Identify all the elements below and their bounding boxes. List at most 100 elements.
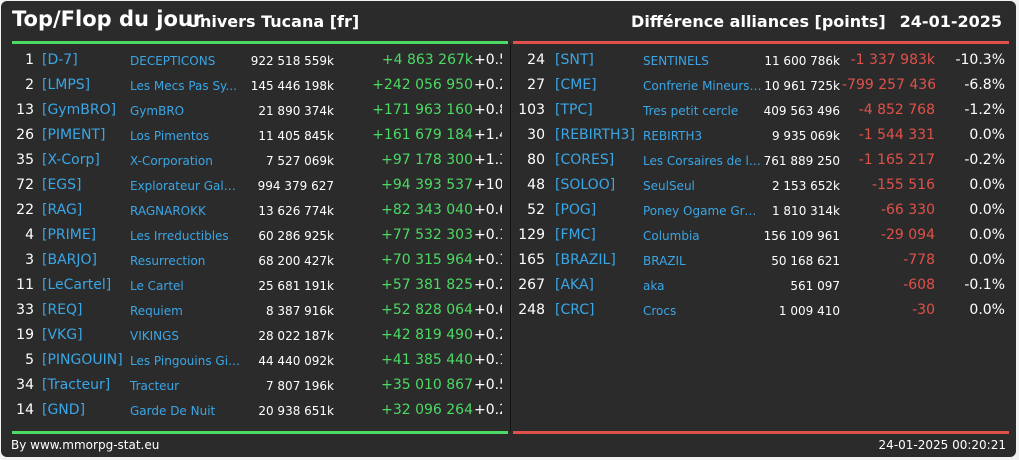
- alliance-name[interactable]: VIKINGS: [130, 329, 180, 343]
- alliance-tag[interactable]: [AKA]: [555, 277, 595, 293]
- alliance-name[interactable]: SENTINELS: [643, 54, 709, 68]
- alliance-rank: 19: [16, 327, 34, 343]
- alliance-rank: 24: [527, 52, 545, 68]
- alliance-tag[interactable]: [EGS]: [42, 177, 82, 193]
- alliance-tag[interactable]: [GND]: [42, 402, 86, 418]
- alliance-name[interactable]: RAGNAROKK: [130, 204, 206, 218]
- alliance-name[interactable]: Los Pimentos: [130, 129, 210, 143]
- universe-label: Univers Tucana [fr]: [187, 12, 360, 31]
- alliance-rank: 30: [527, 127, 545, 143]
- header-date: 24-01-2025: [899, 12, 1002, 31]
- alliance-tag[interactable]: [LMPS]: [42, 77, 91, 93]
- alliance-rank: 248: [518, 302, 545, 318]
- alliance-points: 156 109 961: [763, 229, 840, 243]
- top-alliance-row: 1 [D-7] DECEPTICONS 922 518 559k +4 863 267k…: [1, 49, 510, 74]
- alliance-tag[interactable]: [CORES]: [555, 152, 615, 168]
- source-credit: By www.mmorpg-stat.eu: [11, 438, 160, 452]
- alliance-name[interactable]: BRAZIL: [643, 254, 686, 268]
- points-difference: +171 963 160: [372, 102, 473, 118]
- alliance-rank: 2: [25, 77, 34, 93]
- alliance-name[interactable]: Crocs: [643, 304, 677, 318]
- alliance-rank: 11: [16, 277, 34, 293]
- alliance-name[interactable]: Explorateur Galacti...: [130, 179, 241, 193]
- flop-alliance-row: 80 [CORES] Les Corsaires de l_... 761 889 2…: [512, 149, 1016, 174]
- alliance-name[interactable]: Les Corsaires de l_...: [643, 154, 762, 168]
- percent-change: +0.2%: [474, 402, 502, 418]
- alliance-tag[interactable]: [CME]: [555, 77, 597, 93]
- alliance-tag[interactable]: [SNT]: [555, 52, 594, 68]
- points-difference: +41 385 440: [381, 352, 473, 368]
- alliance-tag[interactable]: [VKG]: [42, 327, 83, 343]
- alliance-name[interactable]: Les Mecs Pas Sy...: [130, 79, 237, 93]
- flop-panel: 24 [SNT] SENTINELS 11 600 786k -1 337 983k -1…: [512, 49, 1016, 324]
- alliance-rank: 34: [16, 377, 34, 393]
- points-difference: +161 679 184: [372, 127, 473, 143]
- alliance-name[interactable]: Columbia: [643, 229, 700, 243]
- alliance-name[interactable]: Tres petit cercle: [643, 104, 739, 118]
- alliance-points: 1 810 314k: [771, 204, 840, 218]
- alliance-name[interactable]: SeulSeul: [643, 179, 695, 193]
- alliance-name[interactable]: Les Irreductibles: [130, 229, 229, 243]
- alliance-name[interactable]: Garde De Nuit: [130, 404, 216, 418]
- alliance-tag[interactable]: [REBIRTH3]: [555, 127, 635, 143]
- alliance-name[interactable]: REBIRTH3: [643, 129, 703, 143]
- alliance-tag[interactable]: [RAG]: [42, 202, 83, 218]
- points-difference: -4 852 768: [858, 102, 935, 118]
- alliance-points: 2 153 652k: [771, 179, 840, 193]
- percent-change: -10.3%: [955, 52, 1005, 68]
- percent-change: -6.8%: [964, 77, 1005, 93]
- footer-timestamp: 24-01-2025 00:20:21: [878, 438, 1006, 452]
- points-difference: -155 516: [872, 177, 935, 193]
- alliance-tag[interactable]: [FMC]: [555, 227, 596, 243]
- points-difference: -799 257 436: [842, 77, 935, 93]
- flop-alliance-row: 30 [REBIRTH3] REBIRTH3 9 935 069k -1 544 331…: [512, 124, 1016, 149]
- alliance-tag[interactable]: [X-Corp]: [42, 152, 100, 168]
- alliance-name[interactable]: GymBRO: [130, 104, 185, 118]
- alliance-rank: 35: [16, 152, 34, 168]
- alliance-tag[interactable]: [D-7]: [42, 52, 78, 68]
- alliance-name[interactable]: Resurrection: [130, 254, 206, 268]
- panel-divider: [510, 44, 511, 431]
- alliance-name[interactable]: Requiem: [130, 304, 183, 318]
- alliance-tag[interactable]: [REQ]: [42, 302, 83, 318]
- alliance-rank: 52: [527, 202, 545, 218]
- alliance-tag[interactable]: [TPC]: [555, 102, 593, 118]
- alliance-points: 1 009 410: [778, 304, 840, 318]
- alliance-tag[interactable]: [POG]: [555, 202, 597, 218]
- alliance-tag[interactable]: [PRIME]: [42, 227, 97, 243]
- flop-alliance-row: 103 [TPC] Tres petit cercle 409 563 496 -4 8…: [512, 99, 1016, 124]
- alliance-name[interactable]: Tracteur: [130, 379, 180, 393]
- alliance-points: 9 935 069k: [771, 129, 840, 143]
- points-difference: +77 532 303: [381, 227, 473, 243]
- percent-change: +1.3%: [474, 152, 502, 168]
- alliance-tag[interactable]: [Tracteur]: [42, 377, 111, 393]
- alliance-tag[interactable]: [PINGOUIN]: [42, 352, 123, 368]
- percent-change: +0.2%: [474, 327, 502, 343]
- points-difference: -778: [903, 252, 935, 268]
- percent-change: +0.6%: [474, 202, 502, 218]
- alliance-name[interactable]: Le Cartel: [130, 279, 184, 293]
- alliance-rank: 72: [16, 177, 34, 193]
- alliance-tag[interactable]: [GymBRO]: [42, 102, 117, 118]
- alliance-name[interactable]: X-Corporation: [130, 154, 213, 168]
- alliance-tag[interactable]: [PIMENT]: [42, 127, 106, 143]
- alliance-tag[interactable]: [BARJO]: [42, 252, 97, 268]
- alliance-name[interactable]: DECEPTICONS: [130, 54, 216, 68]
- points-difference: +97 178 300: [381, 152, 473, 168]
- page-title: Top/Flop du jour: [12, 7, 204, 31]
- percent-change: +0.5%: [474, 52, 502, 68]
- alliance-name[interactable]: Poney Ogame Gro...: [643, 204, 762, 218]
- alliance-name[interactable]: Confrerie Mineurs ...: [643, 79, 762, 93]
- alliance-points: 21 890 374k: [258, 104, 334, 118]
- percent-change: +0.6%: [474, 302, 502, 318]
- alliance-tag[interactable]: [LeCartel]: [42, 277, 112, 293]
- alliance-name[interactable]: aka: [643, 279, 665, 293]
- points-difference: +32 096 264: [381, 402, 473, 418]
- top-alliance-row: 33 [REQ] Requiem 8 387 916k +52 828 064+0.6%: [1, 299, 510, 324]
- metric-label: Différence alliances [points]: [631, 12, 886, 31]
- alliance-tag[interactable]: [BRAZIL]: [555, 252, 616, 268]
- alliance-rank: 165: [518, 252, 545, 268]
- alliance-name[interactable]: Les Pingouins Givre...: [130, 354, 241, 368]
- alliance-tag[interactable]: [CRC]: [555, 302, 595, 318]
- alliance-tag[interactable]: [SOLOO]: [555, 177, 616, 193]
